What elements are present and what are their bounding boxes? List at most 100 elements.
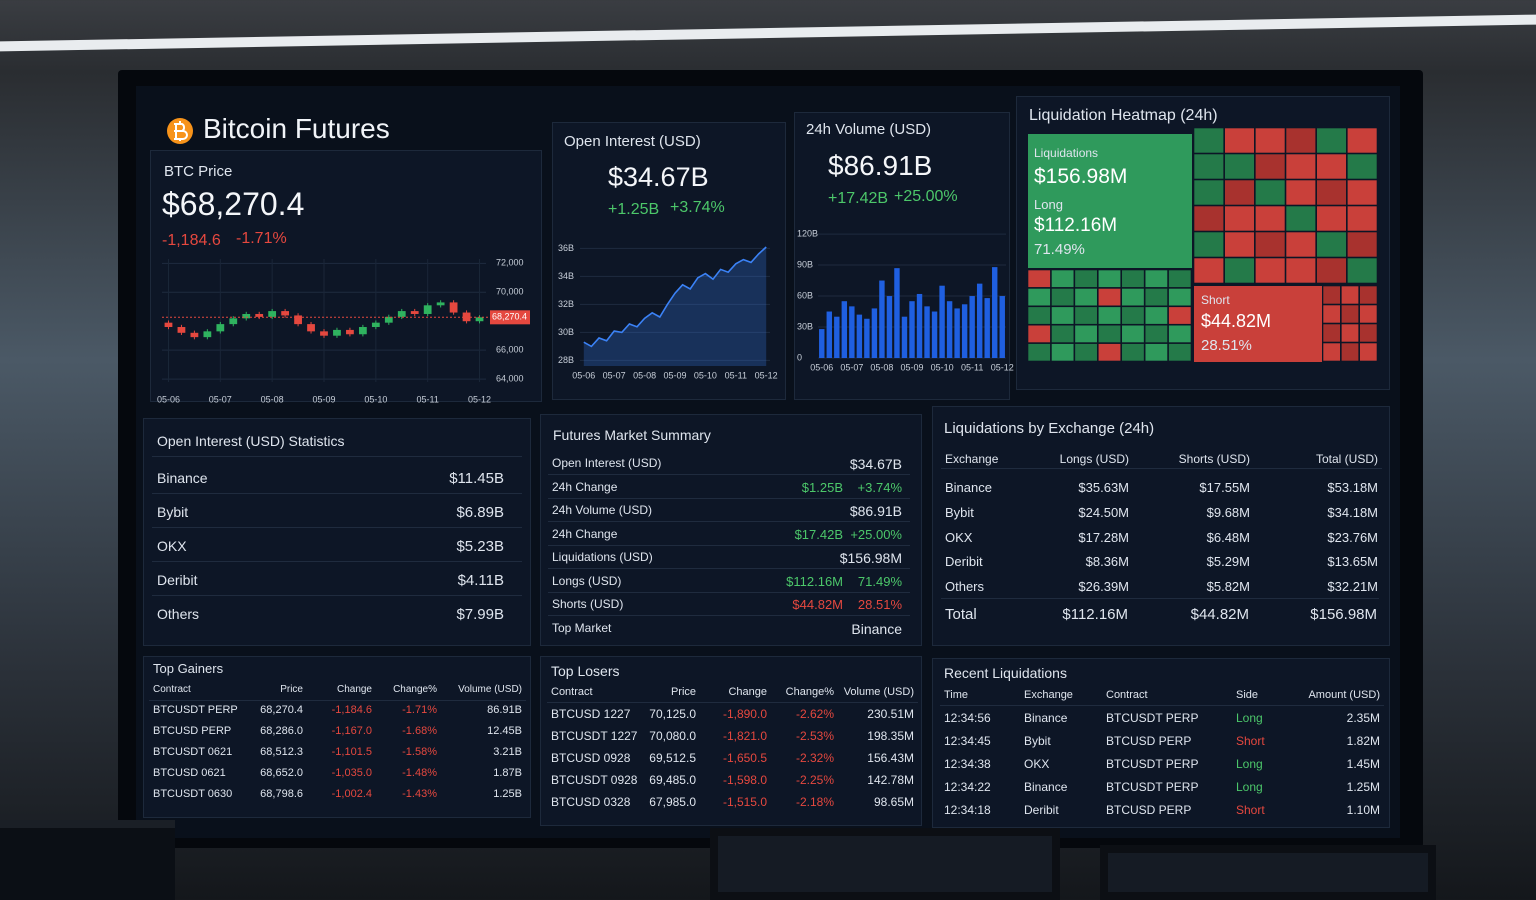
heatmap-cell (1051, 269, 1075, 288)
heatmap-cell (1193, 205, 1224, 232)
heatmap-cell (1074, 288, 1098, 307)
table-cell: $34.18M (1327, 504, 1378, 520)
candle-body (333, 329, 341, 336)
open-interest-value: $11.45B (449, 470, 504, 487)
table-cell: 70,080.0 (649, 729, 696, 743)
last-price-tag (490, 310, 530, 325)
summary-value-pct: +3.74% (857, 479, 902, 495)
table-cell: 12:34:18 (944, 803, 991, 817)
table-cell: -1.43% (402, 788, 437, 800)
btc-price-panel (150, 150, 542, 402)
open-interest-value: $4.11B (457, 572, 504, 589)
row-separator (548, 615, 910, 616)
column-header: Contract (1106, 689, 1148, 701)
heatmap-long-label: Long (1034, 197, 1063, 212)
x-tick-label: 05-09 (312, 394, 335, 404)
total-cell: Total (945, 606, 977, 623)
heatmap-cell (1193, 179, 1224, 206)
bar (954, 308, 960, 358)
table-cell: BTCUSDT 0621 (153, 746, 233, 758)
y-tick-label: 90B (797, 259, 813, 269)
heatmap-cell (1027, 324, 1051, 343)
market-summary-panel (540, 414, 922, 646)
bar (871, 308, 878, 358)
summary-value: $34.67B (849, 456, 902, 472)
table-cell: 1.25M (1346, 780, 1380, 794)
heatmap-cell (1322, 323, 1341, 343)
heatmap-cell (1316, 127, 1347, 154)
table-cell: 2.35M (1346, 711, 1380, 725)
heatmap-cell (1144, 306, 1168, 325)
table-cell: 68,798.6 (260, 788, 303, 800)
column-header: Contract (551, 686, 593, 698)
table-cell: BTCUSD 0328 (551, 795, 631, 809)
table-cell: BTCUSDT PERP (1106, 711, 1199, 725)
candle-body (384, 316, 393, 323)
bar (909, 301, 915, 358)
bar (841, 301, 848, 358)
candle-body (320, 331, 328, 336)
heatmap-long-block (1028, 134, 1192, 268)
row-separator (548, 591, 910, 593)
bar (886, 296, 893, 358)
y-tick-label: 72,000 (496, 258, 524, 268)
table-cell: BTCUSD 0928 (551, 751, 631, 765)
table-cell: Bybit (945, 504, 974, 520)
row-separator (940, 705, 1384, 706)
heatmap-cell (1051, 324, 1075, 343)
column-header: Exchange (945, 452, 999, 466)
table-cell: 3.21B (493, 746, 522, 758)
bar (894, 268, 900, 358)
heatmap-cell (1224, 231, 1255, 258)
x-tick-label: 05-11 (725, 370, 747, 380)
table-cell: $8.36M (1085, 554, 1129, 570)
heatmap-cell (1097, 343, 1122, 362)
heatmap-cell (1285, 153, 1316, 180)
bar (961, 304, 968, 358)
x-tick-label: 05-10 (694, 370, 717, 380)
y-tick-label: 120B (797, 228, 818, 238)
heatmap-cell (1224, 153, 1255, 180)
heatmap-cell (1121, 288, 1145, 307)
table-cell: -1,821.0 (722, 729, 767, 743)
table-cell: Bybit (1024, 734, 1051, 748)
summary-value: Binance (851, 620, 902, 637)
bar (976, 283, 983, 358)
desk-monitor (1100, 845, 1436, 900)
table-cell: -2.25% (795, 773, 834, 787)
heatmap-cell (1168, 269, 1192, 288)
heatmap-short: $44.82M (1201, 311, 1272, 331)
row-separator (548, 544, 910, 546)
chart-title: Open Interest (USD) (564, 133, 701, 150)
table-cell: -2.18% (795, 795, 834, 809)
x-tick-label: 05-08 (870, 362, 893, 372)
bar (901, 316, 908, 358)
bar (916, 293, 923, 358)
heatmap-cell (1347, 127, 1378, 154)
desk-monitor (0, 820, 175, 900)
candle-body (307, 324, 315, 332)
heatmap-cell (1121, 306, 1145, 325)
table-cell: 86.91B (487, 704, 522, 716)
heatmap-cell (1285, 231, 1316, 258)
panel-title: Liquidations by Exchange (24h) (944, 420, 1155, 437)
table-cell: 1.10M (1346, 803, 1380, 817)
table-cell: 69,512.5 (649, 751, 696, 765)
table-cell: BTCUSDT 0928 (551, 773, 638, 787)
bar (856, 314, 863, 358)
y-tick-label: 28B (558, 355, 574, 365)
table-cell: 142.78M (867, 773, 914, 787)
row-separator (548, 474, 910, 475)
table-cell: 98.65M (873, 795, 914, 809)
heatmap-cell (1316, 231, 1347, 258)
exchange-name: Deribit (157, 572, 198, 588)
column-header: Shorts (USD) (1178, 452, 1250, 466)
column-header: Change (336, 684, 372, 695)
x-tick-label: 05-06 (572, 370, 595, 380)
table-cell: OKX (1024, 757, 1050, 771)
total-cell: $112.16M (1062, 606, 1128, 623)
open-interest-value: $7.99B (456, 606, 504, 623)
table-cell: -1,167.0 (331, 725, 372, 737)
table-cell: Long (1236, 757, 1263, 771)
heatmap-cell (1255, 205, 1286, 232)
